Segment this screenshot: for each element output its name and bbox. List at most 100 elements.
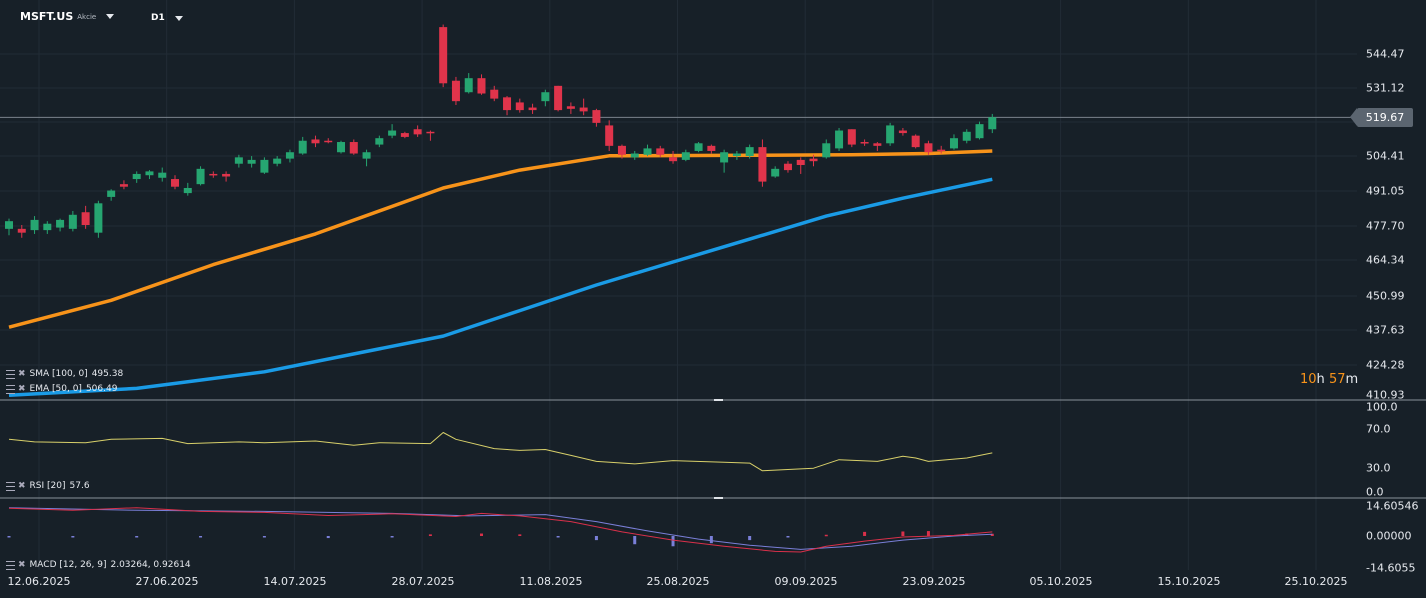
macd-tick: 14.60546 bbox=[1366, 499, 1419, 513]
candle-body bbox=[847, 129, 856, 145]
macd-histogram-bar bbox=[786, 536, 790, 538]
ema-legend[interactable]: ✖ EMA [50, 0] 506.49 bbox=[6, 384, 117, 394]
candle-body bbox=[528, 107, 537, 111]
price-tick: 424.28 bbox=[1366, 358, 1405, 372]
macd-histogram-bar bbox=[671, 536, 675, 547]
candle-body bbox=[94, 203, 103, 233]
candle-body bbox=[681, 152, 690, 160]
candle-body bbox=[81, 212, 90, 226]
candle-countdown: 10h 57m bbox=[1300, 372, 1358, 387]
candle-body bbox=[183, 187, 192, 194]
candle-body bbox=[796, 159, 805, 166]
candle-body bbox=[592, 110, 601, 123]
candle-body bbox=[835, 130, 844, 149]
candle-body bbox=[924, 143, 933, 153]
symbol-selector[interactable]: MSFT.US Akcie bbox=[20, 10, 115, 23]
countdown-minutes: 57 bbox=[1328, 372, 1346, 387]
settings-icon[interactable] bbox=[6, 369, 15, 379]
candle-body bbox=[937, 149, 946, 152]
close-icon[interactable]: ✖ bbox=[18, 560, 26, 570]
ema-value: 506.49 bbox=[85, 384, 118, 394]
close-icon[interactable]: ✖ bbox=[18, 369, 26, 379]
symbol-name: MSFT.US bbox=[20, 10, 74, 23]
price-tick: 531.12 bbox=[1366, 81, 1405, 95]
panel-resize-handle bbox=[714, 497, 723, 499]
candle-body bbox=[349, 142, 358, 154]
close-icon[interactable]: ✖ bbox=[18, 384, 26, 394]
price-tick: 437.63 bbox=[1366, 323, 1405, 337]
candle-body bbox=[949, 138, 958, 149]
candle-body bbox=[375, 138, 384, 145]
macd-histogram-bar bbox=[326, 536, 330, 539]
macd-histogram-bar bbox=[479, 533, 483, 536]
candle-body bbox=[43, 223, 52, 231]
macd-histogram-bar bbox=[633, 536, 637, 545]
candle-body bbox=[247, 159, 256, 164]
macd-legend[interactable]: ✖ MACD [12, 26, 9] 2.03264, 0.92614 bbox=[6, 560, 191, 570]
price-tick: 464.34 bbox=[1366, 253, 1405, 267]
price-tick: 410.93 bbox=[1366, 388, 1405, 402]
candle-body bbox=[132, 173, 141, 180]
candle-body bbox=[822, 143, 831, 158]
candle-body bbox=[273, 158, 282, 164]
candle-body bbox=[669, 157, 678, 162]
date-tick: 09.09.2025 bbox=[774, 575, 838, 588]
timeframe-selector[interactable]: D1 bbox=[151, 13, 183, 23]
candle-body bbox=[413, 129, 422, 135]
candle-body bbox=[17, 228, 26, 233]
candle-body bbox=[860, 142, 869, 144]
candle-body bbox=[554, 85, 563, 111]
candle-body bbox=[605, 125, 614, 146]
rsi-line bbox=[8, 432, 993, 472]
rsi-legend[interactable]: ✖ RSI [20] 57.6 bbox=[6, 481, 90, 491]
candle-body bbox=[541, 92, 550, 102]
candle-body bbox=[56, 219, 65, 228]
macd-histogram-bar bbox=[518, 534, 522, 536]
candle-body bbox=[707, 145, 716, 151]
candle-body bbox=[30, 219, 39, 231]
macd-histogram-bar bbox=[965, 533, 969, 536]
macd-histogram-bar bbox=[428, 534, 432, 536]
candle-body bbox=[196, 168, 205, 185]
price-tick: 504.41 bbox=[1366, 149, 1405, 163]
macd-histogram-bar bbox=[556, 536, 560, 538]
candle-body bbox=[439, 27, 448, 84]
candle-body bbox=[771, 168, 780, 177]
rsi-tick: 30.0 bbox=[1366, 461, 1391, 475]
candle-body bbox=[285, 152, 294, 159]
rsi-tick: 70.0 bbox=[1366, 422, 1391, 436]
macd-histogram-bar bbox=[863, 531, 867, 536]
candle-body bbox=[337, 142, 346, 153]
countdown-h-unit: h bbox=[1316, 372, 1325, 387]
symbol-dropdown-icon[interactable] bbox=[106, 14, 115, 19]
sma-legend[interactable]: ✖ SMA [100, 0] 495.38 bbox=[6, 369, 123, 379]
macd-histogram-bar bbox=[748, 536, 752, 541]
macd-histogram-bar bbox=[824, 534, 828, 537]
date-tick: 28.07.2025 bbox=[391, 575, 455, 588]
close-icon[interactable]: ✖ bbox=[18, 481, 26, 491]
macd-histogram-bar bbox=[594, 536, 598, 541]
candle-body bbox=[158, 172, 167, 178]
price-tick: 491.05 bbox=[1366, 184, 1405, 198]
timeframe-label: D1 bbox=[151, 13, 165, 23]
candle-body bbox=[566, 106, 575, 109]
settings-icon[interactable] bbox=[6, 560, 15, 570]
date-tick: 05.10.2025 bbox=[1029, 575, 1093, 588]
macd-tick: 0.00000 bbox=[1366, 529, 1412, 543]
candle-body bbox=[311, 139, 320, 144]
candle-body bbox=[68, 214, 77, 229]
candle-body bbox=[886, 125, 895, 144]
candle-body bbox=[5, 221, 13, 229]
sma-value: 495.38 bbox=[91, 369, 124, 379]
timeframe-dropdown-icon[interactable] bbox=[174, 15, 183, 21]
candle-body bbox=[119, 184, 128, 187]
macd-histogram-bar bbox=[390, 536, 394, 538]
macd-histogram-bar bbox=[926, 531, 930, 536]
date-tick: 27.06.2025 bbox=[135, 575, 199, 588]
countdown-hours: 10 bbox=[1300, 372, 1317, 387]
date-tick: 25.10.2025 bbox=[1284, 575, 1348, 588]
settings-icon[interactable] bbox=[6, 384, 15, 394]
candle-body bbox=[617, 145, 626, 155]
settings-icon[interactable] bbox=[6, 481, 15, 491]
